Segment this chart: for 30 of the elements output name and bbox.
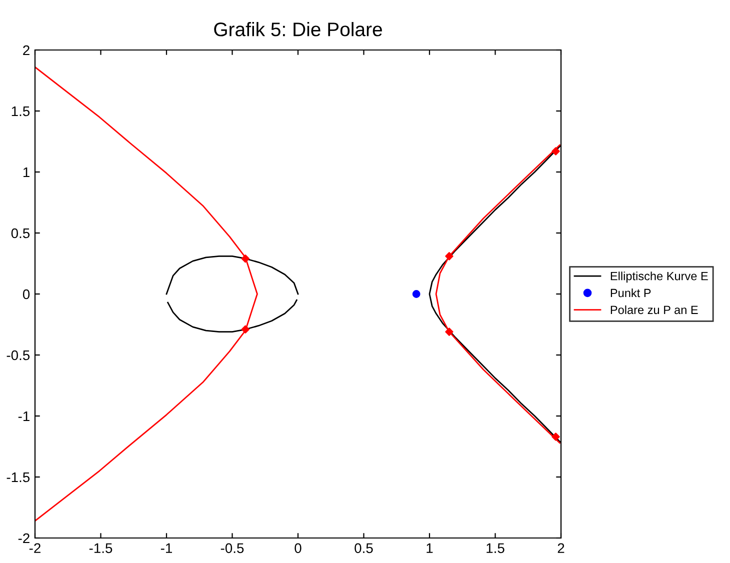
y-tick-label: 1 [23, 167, 30, 178]
line-series [166, 255, 299, 295]
point [445, 328, 454, 336]
y-tick-label: 2 [23, 45, 30, 56]
x-tick-label: -1 [160, 543, 172, 553]
line-series [167, 299, 298, 333]
legend-label: Elliptische Kurve E [610, 272, 708, 283]
chart-title: Grafik 5: Die Polare [214, 22, 382, 36]
x-tick-label: 0 [294, 543, 302, 554]
x-tick-label: 1.5 [486, 543, 504, 554]
legend-label: Polare zu P an E [610, 305, 698, 314]
point [552, 432, 560, 441]
y-tick-label: 0 [22, 289, 30, 300]
x-tick-label: -1.5 [89, 543, 112, 554]
y-tick-label: -1.5 [6, 472, 30, 482]
point [241, 254, 250, 263]
y-tick-label: 1.5 [12, 106, 30, 116]
x-tick-label: -0.5 [220, 543, 244, 554]
y-tick-label: -2 [18, 533, 30, 544]
point [241, 325, 250, 334]
legend-label: Punkt P [610, 288, 651, 298]
y-tick-label: -0.5 [6, 350, 30, 360]
point [412, 290, 420, 298]
x-tick-label: 1 [426, 543, 433, 553]
point [552, 147, 560, 156]
y-tick-label: -1 [18, 411, 30, 422]
point [445, 252, 454, 260]
y-tick-label: 0.5 [11, 228, 30, 238]
x-tick-label: 2 [558, 543, 564, 553]
x-tick-label: 0.5 [354, 543, 373, 554]
